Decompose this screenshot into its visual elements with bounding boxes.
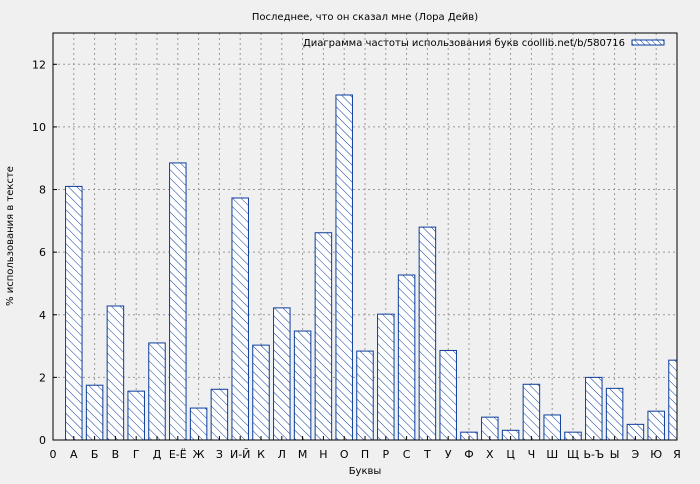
grid-lines	[53, 33, 678, 440]
x-tick-label: А	[70, 448, 78, 461]
bar	[522, 383, 541, 441]
bar	[127, 390, 145, 441]
x-tick-label: В	[112, 448, 120, 461]
x-tick-label: Ч	[528, 448, 536, 461]
x-tick-label: Э	[632, 448, 640, 461]
x-tick-label: Ж	[193, 448, 205, 461]
bar	[668, 359, 678, 441]
bar	[85, 384, 104, 441]
x-tick-label: Н	[319, 448, 327, 461]
bar	[585, 376, 603, 441]
bar	[148, 342, 166, 441]
x-tick-label: Л	[278, 448, 286, 461]
bar	[106, 305, 125, 441]
y-tick-label: 0	[39, 434, 46, 447]
x-tick-label: Ь-Ъ	[583, 448, 604, 461]
x-tick-label: Т	[423, 448, 431, 461]
bar	[377, 313, 395, 441]
bars	[65, 94, 678, 441]
bar	[65, 185, 83, 441]
bar	[189, 407, 208, 441]
x-tick-label: К	[257, 448, 265, 461]
x-tick-label: Г	[133, 448, 140, 461]
x-tick-label: Ю	[650, 448, 662, 461]
bar	[169, 162, 187, 441]
bar	[356, 350, 374, 441]
x-axis-ticks: 0 А Б В Г Д Е-Ё Ж З И-Й К Л М Н О П Р С Т У Ф Х Ц Ч Ш Щ Ь-Ъ Ы Э Ю Я	[50, 436, 681, 461]
bar	[252, 344, 270, 441]
y-tick-label: 2	[39, 371, 46, 384]
x-tick-label: Р	[382, 448, 389, 461]
legend-swatch	[631, 39, 665, 46]
x-tick-label: О	[340, 448, 349, 461]
bar	[439, 349, 457, 441]
x-tick-label: И-Й	[230, 448, 250, 461]
x-tick-label: Ф	[464, 448, 473, 461]
y-tick-label: 8	[39, 184, 46, 197]
x-tick-label: Х	[486, 448, 494, 461]
x-axis-label: Буквы	[349, 466, 382, 477]
bar	[273, 307, 291, 441]
bar	[314, 232, 333, 441]
legend: Диаграмма частоты использования букв coo…	[303, 38, 665, 49]
y-tick-label: 10	[32, 121, 46, 134]
y-axis-label: % использования в тексте	[5, 166, 16, 306]
x-tick-label: З	[216, 448, 223, 461]
bar	[335, 94, 353, 441]
x-tick-label: Ы	[610, 448, 620, 461]
y-tick-label: 12	[32, 58, 46, 71]
x-tick-label: Щ	[567, 448, 579, 461]
x-tick-label: 0	[50, 448, 57, 461]
y-axis-ticks: 0 2 4 6 8 10 12	[32, 58, 57, 447]
chart-title: Последнее, что он сказал мне (Лора Дейв)	[252, 12, 478, 23]
y-tick-label: 6	[39, 246, 46, 259]
x-tick-label: П	[361, 448, 369, 461]
bar	[210, 388, 229, 441]
bar	[418, 226, 437, 441]
x-tick-label: Е-Ё	[169, 448, 187, 461]
x-tick-label: Б	[91, 448, 99, 461]
bar	[231, 197, 249, 441]
bar	[647, 410, 665, 441]
y-tick-label: 4	[39, 309, 46, 322]
x-tick-label: С	[403, 448, 411, 461]
x-tick-label: Я	[673, 448, 681, 461]
legend-label: Диаграмма частоты использования букв coo…	[303, 38, 625, 49]
x-tick-label: Ш	[546, 448, 558, 461]
bar	[605, 387, 624, 441]
x-tick-label: М	[298, 448, 308, 461]
x-tick-label: У	[445, 448, 452, 461]
bar	[293, 330, 312, 441]
x-tick-label: Д	[153, 448, 162, 461]
bar	[397, 274, 416, 441]
x-tick-label: Ц	[506, 448, 515, 461]
